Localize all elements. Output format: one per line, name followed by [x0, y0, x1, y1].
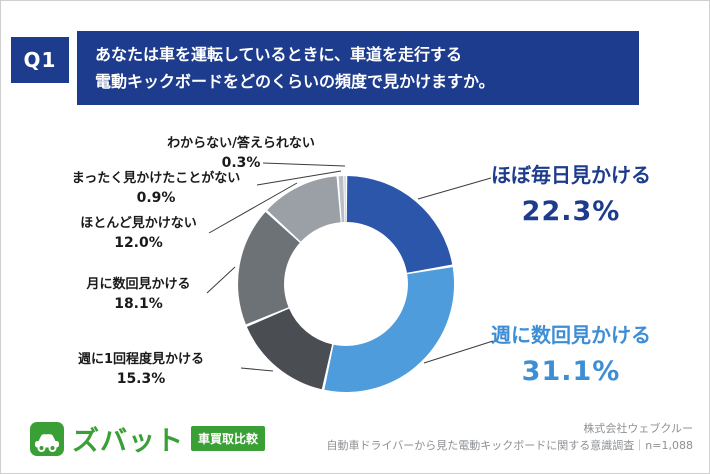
segment-percent: 18.1% [114, 296, 163, 313]
leader-line-5 [256, 170, 342, 186]
segment-callout-few-times-month: 月に数回見かける 18.1% [56, 277, 221, 314]
segment-percent: 22.3% [521, 196, 621, 227]
segment-callout-rarely: ほとんど見かけない 12.0% [51, 216, 226, 253]
brand-name: ズバット [72, 426, 184, 457]
segment-callout-dontknow: わからない/答えられない 0.3% [131, 136, 351, 173]
segment-callout-few-times-week: 週に数回見かける 31.1% [451, 319, 691, 387]
brand-logo: ズバット 車買取比較 [29, 419, 266, 458]
leader-line-6 [262, 162, 346, 167]
question-text-line2: 電動キックボードをどのくらいの頻度で見かけますか。 [95, 72, 495, 91]
segment-percent: 0.3% [221, 155, 261, 172]
leader-line-2 [240, 367, 274, 372]
donut-segment-1 [324, 267, 455, 392]
segment-label: 週に1回程度見かける [77, 352, 205, 367]
segment-label: 月に数回見かける [86, 277, 191, 292]
question-number: Q1 [23, 48, 57, 72]
question-number-badge: Q1 [11, 37, 69, 83]
segment-label: ほとんど見かけない [80, 216, 197, 231]
donut-segment-0 [346, 176, 453, 273]
leader-line-4 [208, 182, 298, 234]
donut-segment-3 [238, 212, 300, 325]
donut-segment-6 [344, 175, 346, 222]
segment-percent: 31.1% [521, 356, 621, 387]
question-text-line1: あなたは車を運転しているときに、車道を走行する [95, 44, 463, 64]
survey-credit: 株式会社ウェブクルー 自動車ドライバーから見た電動キックボードに関する意識調査｜… [327, 420, 693, 454]
segment-percent: 15.3% [116, 371, 166, 388]
survey-note: 自動車ドライバーから見た電動キックボードに関する意識調査｜n=1,088 [326, 439, 693, 453]
company-name: 株式会社ウェブクルー [583, 422, 693, 435]
leader-line-1 [423, 340, 494, 364]
segment-callout-almost-daily: ほぼ毎日見かける 22.3% [451, 159, 691, 227]
question-banner: あなたは車を運転しているときに、車道を走行する 電動キックボードをどのくらいの頻… [77, 31, 639, 105]
donut-segment-4 [267, 176, 341, 242]
segment-callout-once-week: 週に1回程度見かける 15.3% [46, 352, 236, 389]
brand-service-badge: 車買取比較 [191, 426, 266, 451]
leader-line-0 [417, 177, 492, 200]
segment-label: わからない/答えられない [167, 136, 315, 151]
segment-percent: 12.0% [114, 235, 163, 252]
leader-line-3 [206, 266, 236, 294]
brand-logo-icon [29, 421, 65, 457]
segment-percent: 0.9% [136, 190, 176, 207]
donut-segment-2 [246, 308, 333, 390]
segment-label: まったく見かけたことがない [71, 171, 241, 186]
segment-label: 週に数回見かける [491, 323, 651, 347]
segment-label: ほぼ毎日見かける [491, 163, 651, 187]
donut-segment-5 [338, 176, 345, 223]
segment-callout-never: まったく見かけたことがない 0.9% [51, 171, 261, 208]
